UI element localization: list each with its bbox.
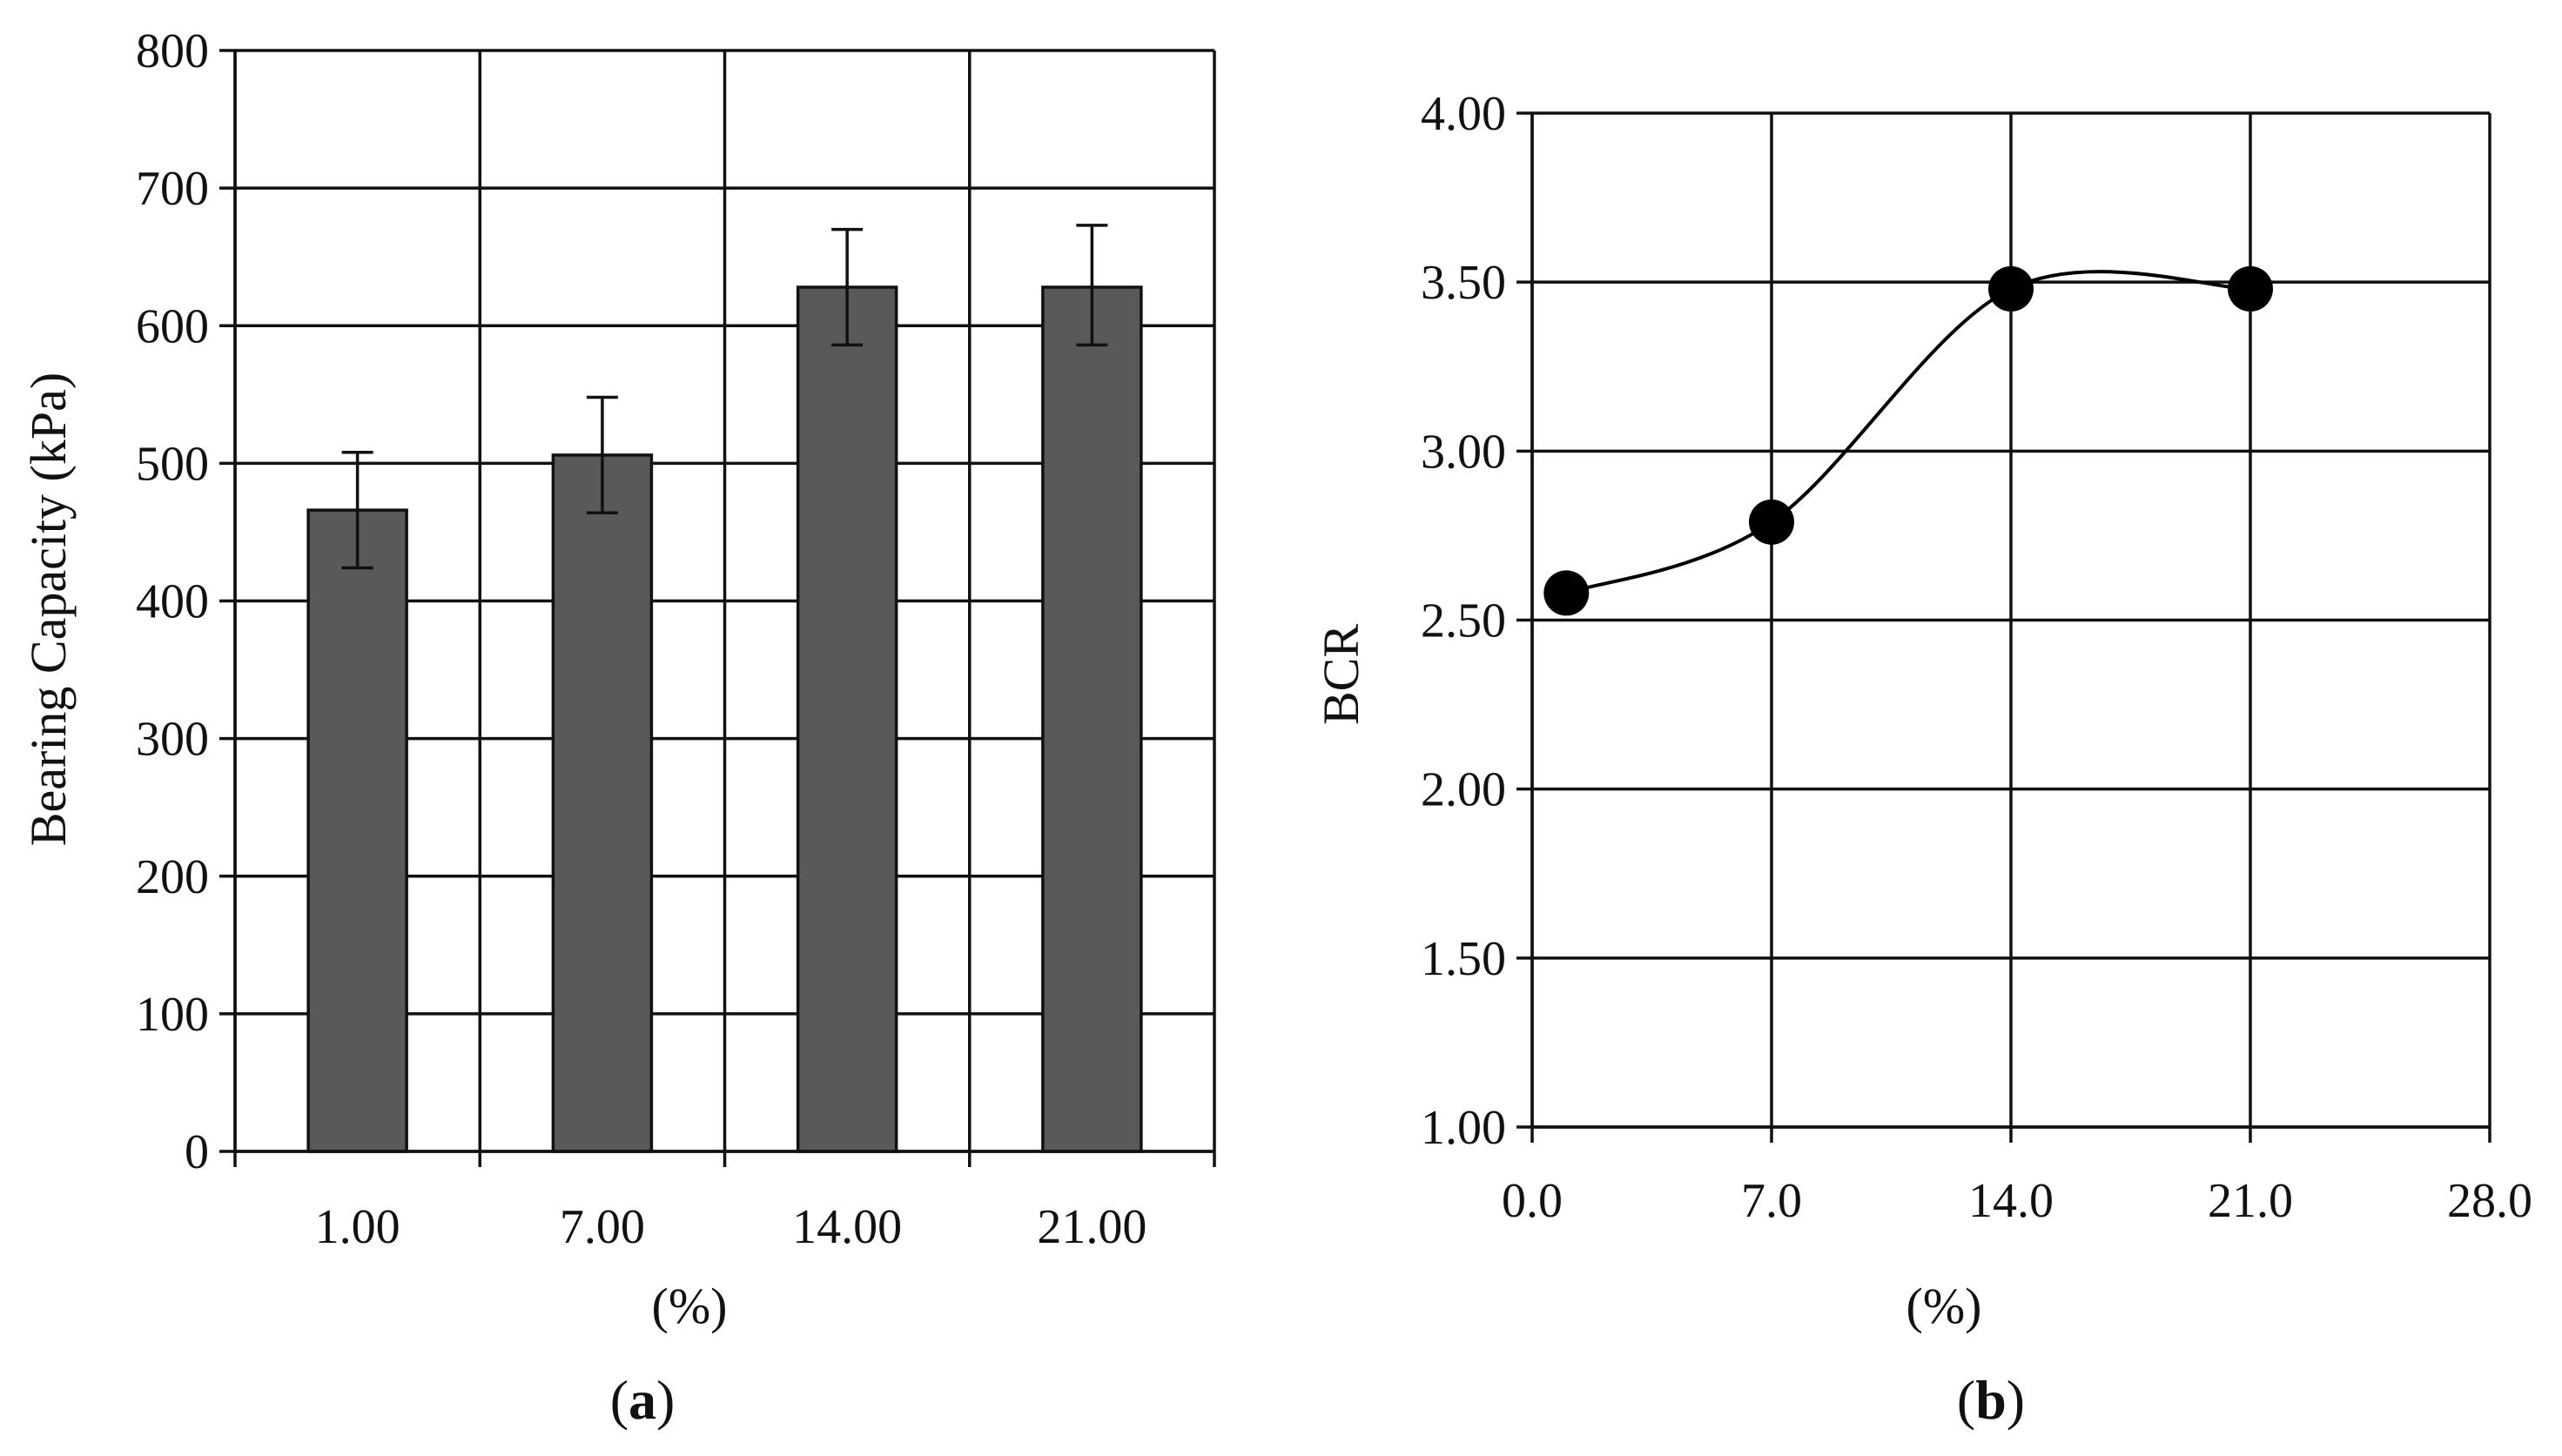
y-tick-label: 800	[136, 24, 209, 78]
bar	[306, 508, 408, 1153]
bcr-line-chart: 1.00 1.50 2.00 2.50 3.00 3.50 4.00 0.0 7.0 14.0 21…	[1313, 87, 2532, 1431]
x-tick-label: 7.00	[560, 1200, 645, 1254]
series-markers	[1543, 265, 2273, 616]
bar	[796, 285, 898, 1153]
y-tick-label: 3.50	[1421, 256, 1506, 310]
axes	[1516, 111, 2491, 1143]
x-tick-label: 14.00	[792, 1200, 902, 1254]
bearing-capacity-bar-chart: 0 100 200 300 400 500 600 700 800 1.00 7.00 14.00 21…	[20, 24, 1216, 1431]
y-tick-label: 200	[136, 850, 209, 904]
y-tick-label: 700	[136, 162, 209, 216]
y-tick-label: 0	[185, 1125, 209, 1179]
y-tick-label: 100	[136, 988, 209, 1042]
data-point	[1749, 499, 1794, 545]
y-tick-label: 500	[136, 437, 209, 491]
x-axis-title: (%)	[1906, 1278, 1982, 1334]
x-tick-label: 14.0	[1968, 1174, 2054, 1228]
tick-labels: 0 100 200 300 400 500 600 700 800 1.00 7.00 14.00 21…	[136, 24, 1147, 1254]
y-tick-label: 2.50	[1421, 594, 1506, 648]
data-point	[2228, 265, 2273, 312]
y-tick-label: 400	[136, 575, 209, 629]
bar	[1041, 285, 1143, 1153]
panel-label-b: (b)	[1957, 1369, 2025, 1431]
data-point	[1543, 570, 1590, 616]
y-tick-label: 600	[136, 299, 209, 353]
y-axis-title: BCR	[1313, 624, 1369, 725]
x-tick-label: 21.0	[2208, 1174, 2293, 1228]
x-tick-label: 28.0	[2447, 1174, 2532, 1228]
x-tick-label: 0.0	[1502, 1174, 1563, 1228]
x-tick-label: 7.0	[1741, 1174, 1802, 1228]
y-axis-title: Bearing Capacity (kPa)	[20, 372, 77, 846]
y-tick-label: 300	[136, 713, 209, 767]
grid	[233, 49, 1216, 1153]
y-tick-label: 1.00	[1421, 1101, 1506, 1155]
grid	[1530, 111, 2491, 1129]
error-bars	[341, 224, 1108, 570]
y-tick-label: 3.00	[1421, 425, 1506, 479]
x-axis-title: (%)	[652, 1278, 728, 1334]
axes	[219, 49, 1216, 1167]
y-tick-label: 2.00	[1421, 763, 1506, 817]
y-tick-label: 1.50	[1421, 932, 1506, 986]
bar	[551, 453, 654, 1153]
bars	[306, 285, 1143, 1153]
x-tick-label: 21.00	[1037, 1200, 1147, 1254]
x-tick-label: 1.00	[315, 1200, 400, 1254]
data-point	[1988, 265, 2034, 312]
series-line	[1565, 270, 2251, 595]
tick-labels: 1.00 1.50 2.00 2.50 3.00 3.50 4.00 0.0 7.0 14.0 21…	[1421, 87, 2532, 1228]
y-tick-label: 4.00	[1421, 87, 1506, 141]
panel-label-a: (a)	[610, 1369, 676, 1431]
